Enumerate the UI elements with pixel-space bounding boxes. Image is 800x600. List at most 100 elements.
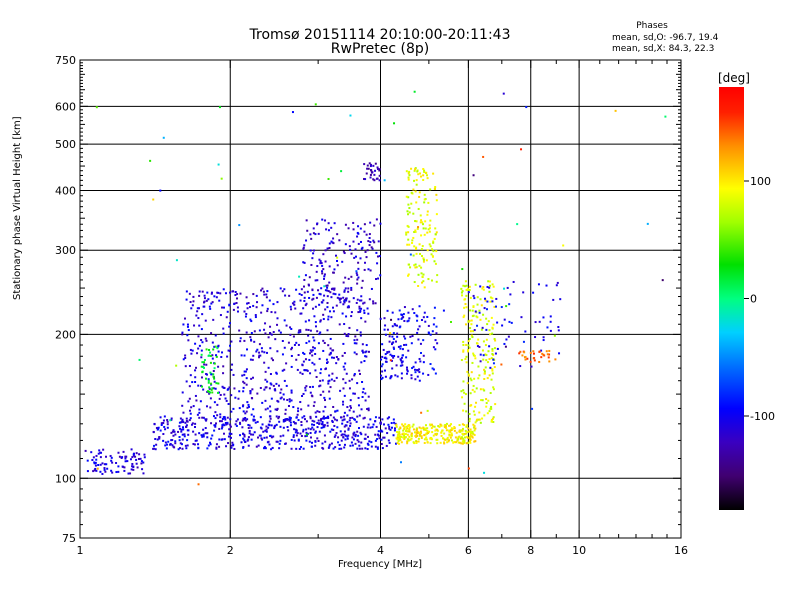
data-point <box>462 389 465 392</box>
data-point <box>407 225 410 228</box>
data-point <box>179 417 182 420</box>
data-point <box>311 361 314 364</box>
data-point <box>398 433 401 436</box>
data-point <box>374 169 377 172</box>
data-point <box>298 447 301 450</box>
data-point <box>350 311 353 314</box>
data-point <box>225 399 228 402</box>
data-point <box>359 299 362 302</box>
data-point <box>466 436 469 439</box>
data-point <box>482 340 485 343</box>
data-point <box>284 412 287 415</box>
data-point <box>479 388 482 391</box>
data-point <box>178 421 181 424</box>
data-point <box>400 441 403 444</box>
data-point <box>412 254 415 257</box>
data-point <box>197 443 200 446</box>
data-point <box>321 270 324 273</box>
data-point <box>408 426 411 429</box>
data-point <box>298 292 301 295</box>
data-point <box>470 379 473 382</box>
data-point <box>328 242 331 245</box>
data-point <box>476 418 479 421</box>
data-point <box>445 427 448 430</box>
data-point <box>436 432 439 435</box>
data-point <box>473 424 476 427</box>
data-point <box>262 290 265 293</box>
data-point <box>264 378 267 381</box>
data-point <box>338 239 341 242</box>
data-point <box>299 299 302 302</box>
data-point <box>409 335 412 338</box>
data-point <box>266 307 269 310</box>
data-point <box>100 451 103 454</box>
data-point <box>371 426 374 429</box>
data-point <box>367 409 370 412</box>
data-point <box>375 218 378 221</box>
data-point <box>364 261 367 264</box>
x-tick-label: 4 <box>377 544 384 557</box>
data-point <box>300 312 303 315</box>
data-point <box>302 307 305 310</box>
data-point <box>229 291 232 294</box>
data-point <box>157 426 160 429</box>
data-point <box>319 419 322 422</box>
data-point <box>205 405 208 408</box>
data-point <box>292 406 295 409</box>
phases-title: Phases <box>636 21 668 31</box>
data-point <box>269 347 272 350</box>
data-point <box>250 320 253 323</box>
data-point <box>305 428 308 431</box>
data-point <box>202 428 205 431</box>
data-point <box>464 393 467 396</box>
data-point <box>227 387 230 390</box>
data-point <box>193 324 196 327</box>
data-point <box>323 417 326 420</box>
data-point <box>558 352 561 355</box>
data-point <box>382 348 385 351</box>
data-point <box>367 443 370 446</box>
data-point <box>309 428 312 431</box>
data-point <box>348 300 351 303</box>
data-point <box>426 213 429 216</box>
data-point <box>454 436 457 439</box>
data-point <box>160 423 163 426</box>
data-point <box>237 397 240 400</box>
data-point <box>432 434 435 437</box>
data-point <box>466 382 469 385</box>
data-point <box>220 177 223 180</box>
data-point <box>165 447 168 450</box>
data-point <box>554 358 557 361</box>
data-point <box>323 424 326 427</box>
data-point <box>354 442 357 445</box>
data-point <box>422 280 425 283</box>
data-point <box>188 419 191 422</box>
data-point <box>270 424 273 427</box>
data-point <box>215 296 218 299</box>
data-point <box>431 248 434 251</box>
data-point <box>473 354 476 357</box>
data-point <box>443 441 446 444</box>
data-point <box>433 425 436 428</box>
data-point <box>90 451 93 454</box>
data-point <box>243 439 246 442</box>
data-point <box>210 422 213 425</box>
data-point <box>418 325 421 328</box>
data-point <box>484 366 487 369</box>
data-point <box>215 447 218 450</box>
data-point <box>426 210 429 213</box>
data-point <box>262 430 265 433</box>
data-point <box>209 354 212 357</box>
data-point <box>472 314 475 317</box>
data-point <box>309 415 312 418</box>
data-point <box>403 432 406 435</box>
data-point <box>337 358 340 361</box>
data-point <box>423 169 426 172</box>
data-point <box>328 353 331 356</box>
data-point <box>503 287 506 290</box>
data-point <box>472 294 475 297</box>
data-point <box>413 368 416 371</box>
data-point <box>236 418 239 421</box>
data-point <box>308 276 311 279</box>
data-point <box>407 438 410 441</box>
